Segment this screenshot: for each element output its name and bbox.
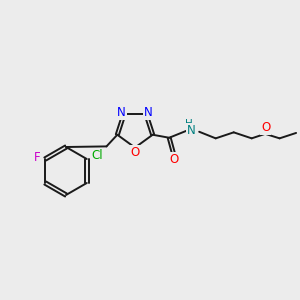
Text: O: O [169, 153, 178, 166]
Text: Cl: Cl [92, 149, 103, 162]
Text: F: F [34, 151, 40, 164]
Text: N: N [117, 106, 126, 119]
Text: N: N [187, 124, 196, 137]
Text: N: N [144, 106, 153, 119]
Text: O: O [130, 146, 140, 159]
Text: H: H [184, 119, 192, 129]
Text: O: O [261, 121, 270, 134]
